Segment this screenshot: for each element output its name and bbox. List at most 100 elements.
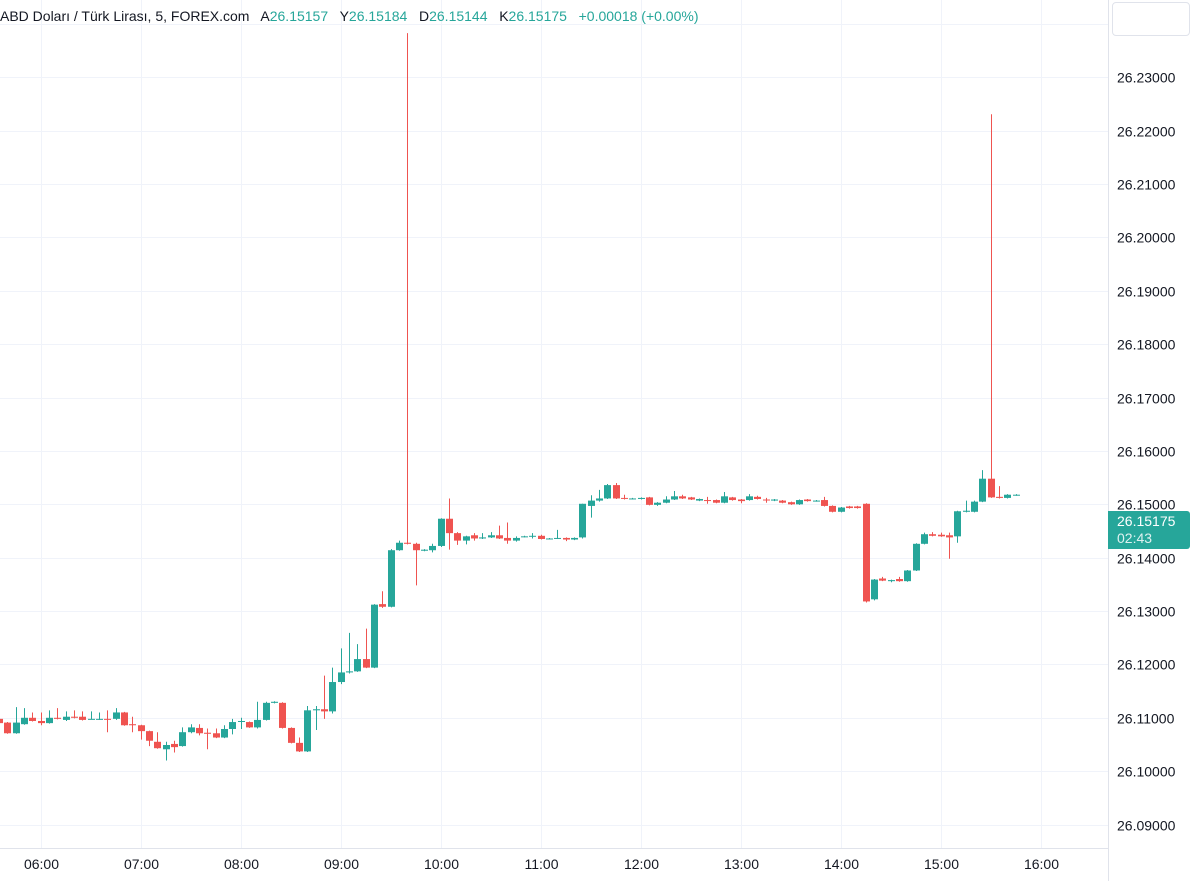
candle-up [571, 537, 578, 541]
open-label: A [260, 8, 270, 24]
candle-body [288, 727, 295, 743]
candle-body [588, 500, 595, 506]
candle-down [0, 718, 3, 724]
candle-down [204, 728, 211, 750]
price-tick-label: 26.11000 [1117, 711, 1175, 727]
price-tick-label: 26.23000 [1117, 70, 1176, 86]
price-tick-label: 26.13000 [1117, 604, 1176, 620]
candle-body [921, 534, 928, 544]
price-tick-label: 26.19000 [1117, 284, 1176, 300]
candle-up [188, 724, 195, 734]
candle-down [713, 499, 720, 504]
candle-body [413, 543, 420, 551]
candle-body [38, 720, 45, 724]
candle-body [771, 499, 778, 501]
candle-down [613, 482, 620, 499]
candle-up [921, 532, 928, 545]
candle-body [54, 717, 61, 719]
candle-down [821, 496, 828, 507]
candle-body [671, 496, 678, 500]
candle-down [454, 532, 461, 545]
price-axis[interactable]: 26.09000 26.10000 26.11000 26.12000 26.13000… [1117, 17, 1176, 834]
candle-up [838, 506, 845, 513]
candle-up [513, 536, 520, 542]
candle-up [229, 718, 236, 735]
candle-up [913, 543, 920, 572]
candle-down [121, 711, 128, 726]
candle-up [46, 710, 53, 724]
candle-body [996, 496, 1003, 498]
candle-body [463, 536, 470, 541]
symbol-title: ABD Doları / Türk Lirası, 5, FOREX.com [0, 8, 250, 24]
price-axis-settings-box[interactable] [1112, 2, 1190, 36]
candle-body [713, 500, 720, 503]
time-tick-label: 11:00 [525, 856, 559, 872]
time-tick-label: 14:00 [824, 856, 859, 872]
candle-up [971, 500, 978, 513]
candle-up [813, 500, 820, 502]
candle-down [404, 33, 411, 545]
candle-body [629, 498, 636, 500]
candle-body [163, 745, 170, 750]
candle-up [388, 549, 395, 608]
candle-body [696, 498, 703, 501]
candle-body [579, 503, 586, 538]
price-tick-label: 26.17000 [1117, 391, 1176, 407]
candle-body [779, 500, 786, 503]
candle-body [396, 542, 403, 551]
candle-down [621, 494, 628, 500]
candle-up [771, 498, 778, 502]
candle-up [304, 706, 311, 752]
candle-body [21, 717, 28, 725]
candle-up [529, 533, 536, 539]
candle-down [138, 724, 145, 740]
candle-down [38, 712, 45, 726]
candle-body [13, 722, 20, 734]
candle-body [679, 496, 686, 499]
candle-up [671, 490, 678, 501]
candle-down [246, 721, 253, 728]
candle-body [171, 743, 178, 748]
candle-body [763, 499, 770, 501]
candle-body [363, 659, 370, 668]
candle-body [29, 717, 36, 721]
candle-up [546, 537, 553, 540]
candle-down [146, 730, 153, 747]
candle-up [371, 604, 378, 669]
candle-body [229, 722, 236, 729]
candle-up [479, 533, 486, 540]
candle-up [238, 717, 245, 729]
price-tick-label: 26.12000 [1117, 657, 1176, 673]
candle-body [496, 535, 503, 539]
candle-up [488, 532, 495, 538]
close-value: 26.15175 [508, 8, 567, 24]
candle-body [113, 712, 120, 719]
candle-body [63, 716, 70, 720]
candle-body [913, 543, 920, 571]
change-value: +0.00018 (+0.00%) [578, 8, 699, 24]
candle-body [196, 727, 203, 734]
candle-up [179, 727, 186, 747]
candle-body [613, 485, 620, 499]
candle-body [4, 722, 11, 734]
candle-down [104, 710, 111, 733]
candle-body [938, 534, 945, 537]
candle-body [446, 518, 453, 534]
candle-body [296, 742, 303, 752]
candle-up [254, 701, 261, 729]
candle-down [929, 532, 936, 537]
time-axis[interactable]: 06:00 07:00 08:00 09:00 10:00 11:00 12:00 13:00… [24, 856, 1059, 872]
high-value: 26.15184 [348, 8, 408, 24]
candle-body [746, 496, 753, 501]
candle-body [404, 542, 411, 544]
candle-body [846, 506, 853, 509]
candle-body [379, 604, 386, 607]
candle-down [154, 732, 161, 749]
candle-body [179, 732, 186, 747]
candle-body [788, 502, 795, 505]
candle-down [129, 716, 136, 733]
candle-down [321, 675, 328, 719]
candle-body [488, 535, 495, 538]
candle-body [71, 716, 78, 718]
